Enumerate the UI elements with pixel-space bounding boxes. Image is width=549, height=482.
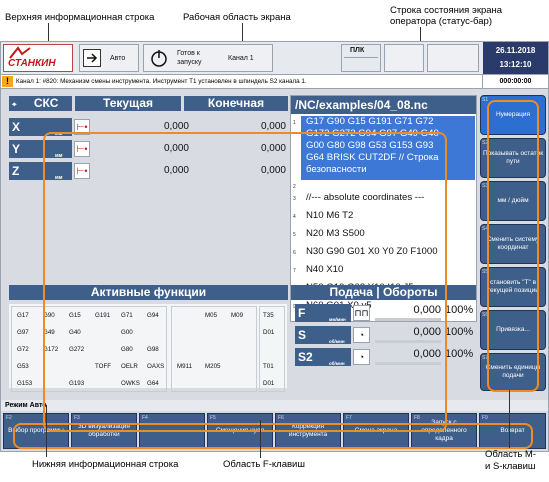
work-area-outline (43, 132, 447, 432)
softkey-s3[interactable]: S3 мм / дюйм (480, 181, 546, 221)
annotation-ms-keys-area-2: и S-клавиш (485, 461, 536, 472)
channel-label: Канал 1 (228, 55, 254, 62)
alarm-time: 000:00:00 (482, 75, 548, 88)
status-slot-1 (384, 44, 424, 72)
plc-indicator: ПЛК (341, 44, 381, 72)
axis-status-icon: ⊢• (74, 141, 90, 157)
time-label: 13:12:10 (499, 60, 532, 69)
ready-label-1: Готов к (177, 50, 200, 57)
date-time: 26.11.2018 13:12:10 (483, 42, 548, 74)
spindle-icon: ◔ (353, 349, 370, 365)
plc-label: ПЛК (350, 47, 365, 54)
functions-grid: G17 G90 G15 G191 G71 G94 G97 G49 G40 G00… (9, 304, 287, 392)
program-line[interactable]: //--- absolute coordinates --- (306, 192, 425, 203)
axis-current-value: 0,000 (163, 143, 189, 154)
functions-title: Активные функции (9, 285, 288, 300)
annotation-ms-keys-area-1: Область M- (485, 449, 536, 460)
logo-text: СТАНКИН (8, 58, 56, 69)
mode-label: Авто (110, 55, 126, 62)
softkey-s4[interactable]: S4 Сменить систему координат (480, 224, 546, 264)
feed-row-s2[interactable]: S2 об/мин ◔ 0,000 100% (295, 348, 475, 366)
axis-target-value: 0,000 (260, 121, 286, 132)
annotation-status-bar-2: оператора (статус-бар) (390, 16, 493, 27)
logo: СТАНКИН (3, 44, 73, 72)
date-label: 26.11.2018 (495, 46, 536, 55)
arrow-right-icon (83, 49, 101, 67)
program-line[interactable]: G00 G80 G98 G53 G153 G93 (306, 140, 434, 151)
feed-wave-icon: ⊓⊓ (353, 305, 370, 321)
spindle-icon: ◔ (353, 327, 370, 343)
coords-col-target: Конечная (184, 96, 288, 111)
program-line[interactable]: N40 X10 (306, 264, 344, 275)
feed-bar (375, 318, 441, 321)
program-line[interactable]: N10 M6 T2 (306, 210, 354, 221)
coords-title: ⌖ СКС (9, 96, 72, 111)
annotation-bottom-info-line: Нижняя информационная строка (32, 459, 179, 470)
ready-label-2: запуску (177, 59, 202, 66)
feed-title: Подача | Обороты (291, 285, 476, 300)
program-line[interactable]: N20 M3 S500 (306, 228, 365, 239)
axis-target-value: 0,000 (260, 165, 286, 176)
program-line[interactable]: G64 BRISK CUT2DF // Строка (306, 152, 439, 163)
feed-value: 0,000 (413, 304, 441, 316)
softkey-s2[interactable]: S2 Показывать остаток пути (480, 138, 546, 178)
fkey-f8[interactable]: F8 Запуск с определенного кадра (411, 413, 477, 449)
target-icon: ⌖ (12, 100, 17, 109)
axis-current-value: 0,000 (163, 165, 189, 176)
annotation-top-info-line: Верхняя информационная строка (5, 12, 155, 23)
skeys-outline (487, 100, 539, 392)
axis-status-icon: ⊢• (74, 119, 90, 135)
logo-mark-icon (9, 46, 31, 59)
status-slot-2 (427, 44, 479, 72)
cnc-screen: СТАНКИН Авто Готов к запуску Канал 1 ПЛК… (0, 41, 549, 452)
annotation-status-bar-1: Строка состояния экрана (390, 5, 503, 16)
status-header: СТАНКИН Авто Готов к запуску Канал 1 ПЛК… (1, 42, 548, 75)
program-line[interactable]: безопасности (306, 164, 367, 175)
coords-title-label: СКС (33, 96, 59, 110)
mode-indicator: Авто (79, 44, 139, 72)
mode-line: Режим Авто (1, 400, 548, 411)
program-line[interactable]: G17 G90 G15 G191 G71 G72 (306, 116, 434, 127)
warning-icon: ! (2, 76, 13, 87)
fkeys-outline (13, 423, 533, 449)
axis-target-value: 0,000 (260, 143, 286, 154)
program-title: /NC/examples/04_08.nc (291, 96, 476, 114)
annotation-f-keys-area: Область F-клавиш (223, 459, 305, 470)
annotation-work-area: Рабочая область экрана (183, 12, 291, 23)
feed-percent: 100% (445, 326, 474, 338)
feed-percent: 100% (445, 304, 474, 316)
axis-current-value: 0,000 (163, 121, 189, 132)
feed-value: 0,000 (413, 326, 441, 338)
feed-value: 0,000 (413, 348, 441, 360)
softkey-s5[interactable]: S5 становить "T" в текущей позиции (480, 267, 546, 307)
power-icon (151, 50, 167, 67)
feed-bar (375, 362, 441, 365)
feed-percent: 100% (445, 348, 474, 360)
softkey-s6[interactable]: S6 Привязка... (480, 310, 546, 350)
axis-status-icon: ⊢• (74, 163, 90, 179)
ready-indicator: Готов к запуску Канал 1 (143, 44, 273, 72)
feed-bar (375, 340, 441, 343)
program-line[interactable]: N30 G90 G01 X0 Y0 Z0 F1000 (306, 246, 438, 257)
alarm-text: Канал 1: #820: Механизм смены инструмент… (16, 78, 307, 85)
alarm-line[interactable]: ! Канал 1: #820: Механизм смены инструме… (1, 75, 548, 89)
coords-col-current: Текущая (75, 96, 181, 111)
